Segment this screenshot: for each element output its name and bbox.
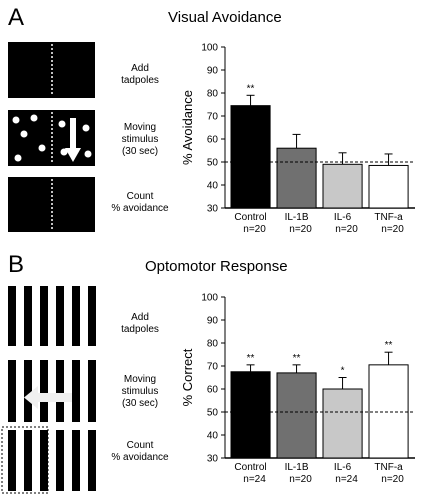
step-label-moving-stimulus: Moving stimulus (30 sec): [121, 122, 159, 157]
y-tick-label: 90: [207, 66, 219, 77]
stripe: [8, 430, 16, 491]
down-arrow-icon: [65, 118, 81, 162]
optomotor-schematic: [1, 286, 96, 494]
bar-control: [230, 371, 271, 459]
bar-il-6: [322, 163, 363, 209]
stripe: [40, 360, 48, 422]
y-tick-label: 90: [207, 316, 219, 327]
stripe: [56, 430, 64, 491]
significance-label: **: [247, 83, 255, 94]
panel-letter-b: B: [8, 251, 25, 278]
visual-avoidance-schematic: [8, 42, 95, 232]
y-tick-label: 60: [207, 135, 219, 146]
stripe: [56, 360, 64, 422]
y-tick-label: 80: [207, 89, 219, 100]
stripe: [56, 286, 64, 346]
panel-title-a: Visual Avoidance: [168, 9, 282, 26]
step-label-count: Count % avoidance: [111, 191, 169, 214]
step-label-add-tadpoles: Add tadpoles: [121, 312, 159, 335]
y-tick-label: 70: [207, 112, 219, 123]
significance-label: **: [247, 353, 255, 364]
n-label: n=20: [243, 224, 266, 235]
n-label: n=20: [335, 224, 358, 235]
x-tick-label: Control: [234, 212, 266, 223]
stripe: [72, 286, 80, 346]
panel-letter-a: A: [8, 4, 25, 31]
y-axis-label: % Correct: [180, 348, 195, 406]
y-tick-label: 70: [207, 362, 219, 373]
step-label-moving-stimulus: Moving stimulus (30 sec): [121, 374, 159, 409]
bar-il-1b: [276, 147, 317, 209]
y-tick-label: 40: [207, 431, 219, 442]
x-tick-label: IL-6: [334, 212, 352, 223]
stripe: [8, 360, 16, 422]
bar-control: [230, 105, 271, 209]
stripe-pattern: [8, 286, 96, 491]
y-tick-label: 100: [201, 43, 218, 54]
y-axis-label: % Avoidance: [180, 90, 195, 165]
stripe: [24, 430, 32, 491]
stripe: [8, 286, 16, 346]
n-label: n=20: [289, 474, 312, 485]
stripe: [40, 430, 48, 491]
step-label-count: Count % avoidance: [111, 440, 169, 463]
stripe: [40, 286, 48, 346]
x-tick-label: IL-6: [334, 462, 352, 473]
bar-il-1b: [276, 372, 317, 459]
x-tick-label: Control: [234, 462, 266, 473]
y-tick-label: 40: [207, 181, 219, 192]
bar-il-6: [322, 388, 363, 459]
stripe: [24, 360, 32, 422]
panel-title-b: Optomotor Response: [145, 258, 288, 275]
stripe: [88, 286, 96, 346]
stripe: [88, 360, 96, 422]
y-tick-label: 30: [207, 204, 219, 215]
step-label-add-tadpoles: Add tadpoles: [121, 63, 159, 86]
stripe: [72, 430, 80, 491]
n-label: n=20: [289, 224, 312, 235]
y-tick-label: 60: [207, 385, 219, 396]
y-tick-label: 30: [207, 454, 219, 465]
n-label: n=20: [381, 224, 404, 235]
significance-label: *: [341, 366, 345, 377]
y-tick-label: 80: [207, 339, 219, 350]
n-label: n=24: [335, 474, 358, 485]
bar-tnf-a: [368, 364, 409, 459]
bar-tnf-a: [368, 164, 409, 209]
y-tick-label: 100: [201, 293, 218, 304]
stripe: [24, 286, 32, 346]
stripe: [72, 360, 80, 422]
significance-label: **: [293, 353, 301, 364]
significance-label: **: [385, 340, 393, 351]
left-arrow-icon: [24, 386, 72, 409]
x-tick-label: TNF-a: [374, 212, 403, 223]
y-tick-label: 50: [207, 408, 219, 419]
n-label: n=20: [381, 474, 404, 485]
x-tick-label: TNF-a: [374, 462, 403, 473]
x-tick-label: IL-1B: [285, 462, 309, 473]
y-tick-label: 50: [207, 158, 219, 169]
stimulus-dots: [12, 114, 92, 162]
stripe: [88, 430, 96, 491]
x-tick-label: IL-1B: [285, 212, 309, 223]
n-label: n=24: [243, 474, 266, 485]
